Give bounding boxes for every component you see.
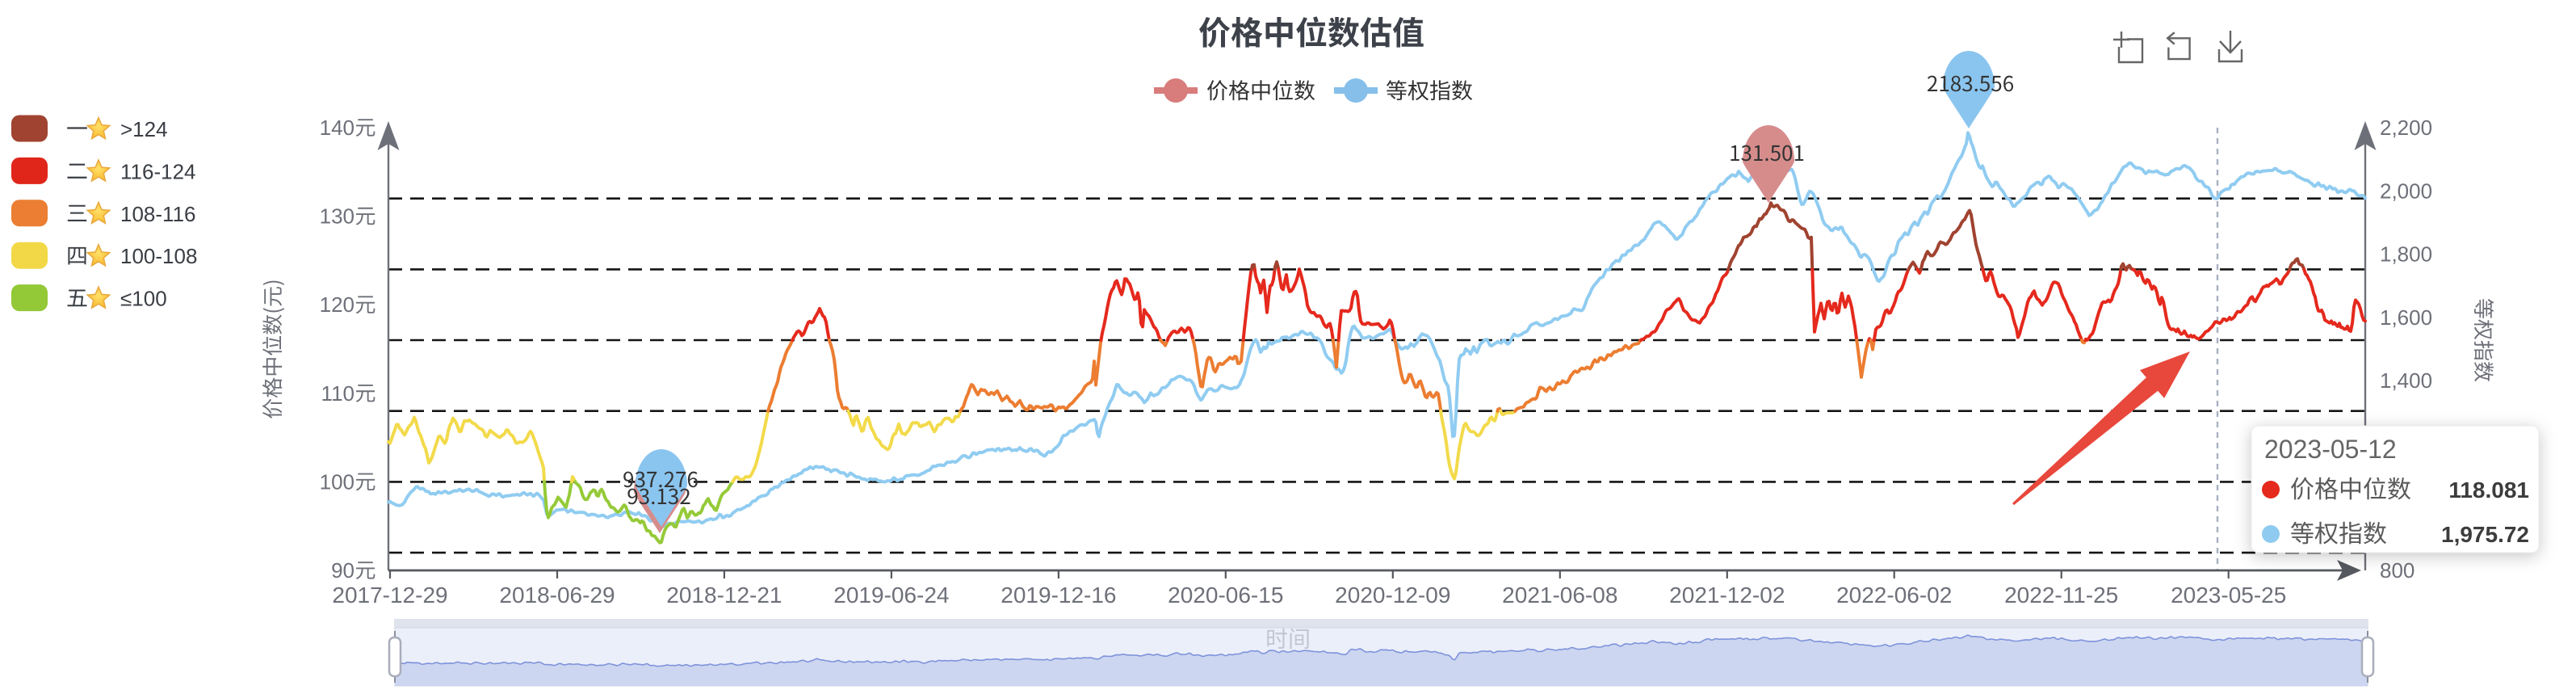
svg-text:140: 140 bbox=[320, 116, 355, 140]
svg-text:100-108: 100-108 bbox=[120, 244, 197, 268]
svg-text:2019-12-16: 2019-12-16 bbox=[1001, 583, 1116, 608]
svg-text:2,200: 2,200 bbox=[2380, 116, 2432, 140]
svg-text:1,975.72: 1,975.72 bbox=[2441, 522, 2529, 547]
svg-text:110: 110 bbox=[321, 381, 355, 406]
svg-text:2018-12-21: 2018-12-21 bbox=[666, 583, 782, 608]
svg-text:118.081: 118.081 bbox=[2448, 477, 2529, 503]
svg-text:800: 800 bbox=[2380, 558, 2414, 583]
svg-text:1,400: 1,400 bbox=[2380, 368, 2432, 393]
svg-text:2020-06-15: 2020-06-15 bbox=[1168, 583, 1283, 608]
svg-text:2023-05-12: 2023-05-12 bbox=[2264, 435, 2397, 464]
svg-text:2018-06-29: 2018-06-29 bbox=[499, 583, 615, 608]
svg-text:2020-12-09: 2020-12-09 bbox=[1335, 583, 1450, 608]
svg-text:100: 100 bbox=[320, 469, 355, 494]
svg-text:>124: >124 bbox=[120, 117, 168, 141]
svg-text:2023-05-25: 2023-05-25 bbox=[2171, 583, 2286, 608]
svg-text:2,000: 2,000 bbox=[2380, 179, 2432, 203]
svg-text:90: 90 bbox=[331, 558, 355, 583]
svg-text:≤100: ≤100 bbox=[120, 287, 167, 311]
svg-text:2022-06-02: 2022-06-02 bbox=[1836, 583, 1952, 608]
svg-text:2021-12-02: 2021-12-02 bbox=[1669, 583, 1785, 608]
svg-text:1,600: 1,600 bbox=[2380, 305, 2432, 330]
svg-text:120: 120 bbox=[320, 292, 355, 317]
svg-text:130: 130 bbox=[320, 204, 355, 229]
svg-text:2021-06-08: 2021-06-08 bbox=[1502, 583, 1617, 608]
svg-text:2017-12-29: 2017-12-29 bbox=[332, 583, 447, 608]
svg-text:2022-11-25: 2022-11-25 bbox=[2004, 583, 2118, 608]
svg-text:116-124: 116-124 bbox=[120, 159, 196, 183]
svg-text:1,800: 1,800 bbox=[2380, 242, 2432, 267]
svg-text:108-116: 108-116 bbox=[120, 202, 196, 226]
svg-text:2019-06-24: 2019-06-24 bbox=[833, 583, 949, 608]
